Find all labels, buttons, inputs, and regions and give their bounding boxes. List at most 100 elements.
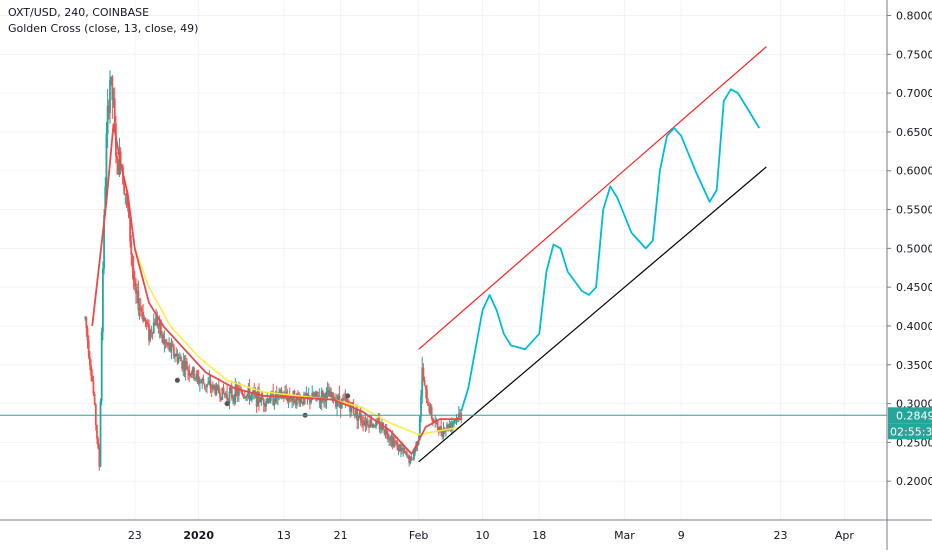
- y-tick-label: 0.4500: [896, 281, 932, 294]
- candle-body: [162, 334, 165, 344]
- candle-body: [93, 393, 96, 405]
- candle-body: [290, 398, 292, 401]
- candle-body: [131, 254, 134, 269]
- x-tick-label: Feb: [409, 529, 428, 542]
- candle-body: [442, 428, 445, 437]
- grid: [0, 0, 887, 520]
- candle-body: [180, 356, 182, 362]
- channel-lower-line: [418, 166, 767, 463]
- y-tick-label: 0.4000: [896, 320, 932, 333]
- candle-body: [402, 448, 405, 451]
- candle-body: [446, 424, 448, 430]
- candle-body: [344, 397, 347, 399]
- candle-body: [428, 405, 431, 413]
- x-tick-label: Apr: [835, 529, 855, 542]
- candle-body: [233, 397, 236, 403]
- candle-body: [299, 398, 302, 404]
- candle-body: [301, 401, 304, 405]
- candle-body: [308, 395, 311, 403]
- candle-body: [261, 396, 264, 400]
- candle-body: [408, 455, 411, 464]
- candle-body: [410, 457, 413, 460]
- candle-body: [109, 80, 111, 113]
- projection-wave: [460, 88, 761, 412]
- y-tick-label: 0.6500: [896, 126, 932, 139]
- candle-body: [430, 407, 433, 418]
- candle-body: [245, 396, 247, 398]
- candle-body: [165, 342, 168, 344]
- candle-body: [398, 444, 401, 451]
- candle-body: [190, 373, 193, 375]
- candle-body: [86, 328, 89, 341]
- candle-body: [372, 424, 375, 427]
- candle-body: [259, 401, 262, 403]
- candle-body: [363, 420, 366, 425]
- candle-body: [448, 424, 451, 429]
- candle-body: [189, 373, 192, 376]
- candle-body: [169, 343, 172, 352]
- price-axis[interactable]: 0.8000 0.7500 0.7000 0.6500 0.6000 0.5500 0.50…: [886, 0, 932, 550]
- candle-body: [332, 393, 335, 401]
- candle-body: [170, 344, 173, 352]
- candle-body: [339, 401, 342, 409]
- candle-body: [426, 389, 428, 403]
- candle-body: [453, 420, 456, 423]
- candle-body: [429, 407, 432, 413]
- time-axis[interactable]: 23 2020 13 21 Feb 10 18 Mar 9 23 Apr: [0, 519, 932, 542]
- candle-body: [394, 440, 396, 442]
- candle-body: [391, 436, 394, 447]
- candle-body: [176, 353, 179, 363]
- candle-body: [359, 412, 362, 421]
- candle-body: [141, 308, 143, 313]
- candle-body: [269, 393, 272, 402]
- candle-body: [168, 343, 171, 346]
- candle-body: [191, 367, 194, 375]
- candle-body: [414, 448, 417, 453]
- candle-body: [125, 193, 128, 195]
- candle-body: [163, 340, 166, 344]
- candle-body: [224, 394, 227, 396]
- candle-body: [183, 361, 186, 371]
- ma-13-line: [91, 123, 462, 455]
- y-tick-label: 0.2500: [896, 436, 932, 449]
- symbol-legend[interactable]: OXT/USD, 240, COINBASE: [8, 6, 150, 19]
- candle-body: [400, 448, 402, 451]
- last-price-tag: [888, 407, 932, 424]
- candle-body: [454, 419, 457, 421]
- candle-body: [352, 407, 355, 414]
- x-tick-label: 9: [678, 529, 685, 542]
- candle-body: [104, 186, 107, 216]
- candle-body: [252, 390, 254, 394]
- candle-body: [105, 133, 108, 187]
- candle-body: [200, 381, 202, 383]
- candle-body: [444, 429, 447, 432]
- candle-body: [164, 340, 167, 343]
- candle-body: [279, 390, 282, 392]
- candle-body: [208, 380, 211, 383]
- candle-body: [314, 391, 317, 396]
- candle-body: [211, 384, 214, 389]
- candle-body: [260, 396, 263, 402]
- y-tick-label: 0.6000: [896, 165, 932, 178]
- candle-body: [144, 317, 147, 322]
- candle-body: [413, 452, 415, 460]
- candle-body: [304, 394, 307, 397]
- candle-body: [113, 98, 116, 124]
- candle-body: [178, 356, 181, 359]
- candle-body: [227, 399, 230, 403]
- candle-body: [146, 323, 149, 325]
- x-tick-label: 23: [774, 529, 788, 542]
- candle-body: [129, 217, 131, 242]
- moving-averages: [91, 123, 462, 455]
- candles: [84, 70, 463, 471]
- candle-body: [460, 413, 463, 420]
- candle-body: [397, 444, 400, 451]
- indicator-legend[interactable]: Golden Cross (close, 13, close, 49): [8, 22, 199, 35]
- candle-body: [167, 343, 169, 346]
- y-tick-label: 0.2000: [896, 475, 932, 488]
- candle-body: [305, 393, 308, 397]
- candle-body: [395, 441, 398, 443]
- candle-body: [100, 332, 103, 402]
